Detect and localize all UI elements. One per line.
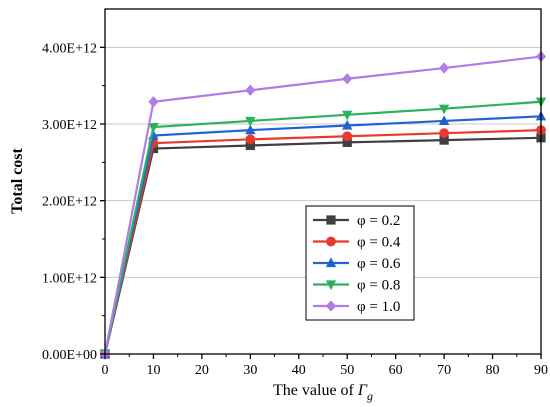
x-tick-label: 20 (195, 363, 209, 378)
series-line (103, 129, 542, 355)
data-point (438, 115, 450, 126)
x-axis-title-subscript: g (367, 389, 373, 403)
x-tick-label: 0 (102, 363, 109, 378)
legend: φ = 0.2 φ = 0.4 φ = 0.6 φ = 0.8 φ = 1.0 (305, 205, 415, 321)
data-point (438, 104, 450, 115)
data-point (148, 122, 159, 133)
legend-label: φ = 0.4 (357, 235, 401, 251)
x-tick-label: 70 (437, 363, 451, 378)
data-point (245, 134, 256, 145)
data-point (245, 84, 256, 96)
data-point (342, 73, 353, 85)
data-point (245, 140, 255, 151)
series-line (103, 55, 542, 355)
data-point (342, 131, 353, 142)
x-tick-label: 50 (340, 363, 354, 378)
series-line (103, 100, 542, 355)
legend-label: φ = 1.0 (357, 299, 400, 315)
series-5 (99, 50, 547, 360)
x-tick-label: 90 (534, 363, 548, 378)
legend-item: φ = 0.6 (313, 256, 401, 272)
x-tick-label: 80 (486, 363, 500, 378)
data-point (148, 96, 159, 108)
data-point (342, 119, 353, 130)
legend-swatch-marker (325, 300, 337, 312)
data-point (342, 137, 352, 147)
y-axis-title: Total cost (9, 148, 26, 214)
data-point (342, 110, 353, 121)
y-tick-label: 0.00E+00 (42, 348, 97, 363)
data-point (148, 143, 159, 154)
legend-swatch-marker (326, 215, 336, 225)
legend-item: φ = 0.2 (313, 213, 400, 229)
x-tick-label: 40 (292, 363, 306, 378)
y-tick-label: 3.00E+12 (42, 118, 97, 133)
series-3 (99, 110, 547, 359)
legend-item: φ = 1.0 (313, 299, 400, 315)
data-point (439, 135, 449, 145)
x-tick-label: 10 (146, 363, 160, 378)
legend-item: φ = 0.4 (313, 235, 401, 251)
data-point (439, 62, 450, 74)
legend-swatch-marker (325, 257, 337, 268)
x-tick-label: 60 (389, 363, 403, 378)
x-axis-title-text: The value of (273, 382, 358, 399)
legend-swatch-marker (326, 236, 336, 247)
legend-item: φ = 0.8 (313, 278, 400, 294)
axes: 0.00E+00 1.00E+12 2.00E+12 3.00E+12 4.00E+12… (42, 41, 548, 378)
legend-label: φ = 0.8 (357, 278, 400, 294)
x-axis-title-symbol: Γ (357, 382, 368, 399)
y-tick-label: 1.00E+12 (42, 271, 97, 286)
legend-label: φ = 0.2 (357, 213, 400, 229)
x-tick-label: 30 (243, 363, 257, 378)
y-tick-label: 4.00E+12 (42, 41, 97, 56)
data-point (245, 124, 256, 135)
y-tick-label: 2.00E+12 (42, 195, 97, 210)
legend-swatch-marker (325, 280, 337, 291)
data-point (245, 116, 256, 127)
data-point (439, 128, 450, 139)
x-axis-title: The value of Γg (273, 382, 373, 403)
series-line (103, 115, 542, 355)
legend-label: φ = 0.6 (357, 256, 401, 272)
